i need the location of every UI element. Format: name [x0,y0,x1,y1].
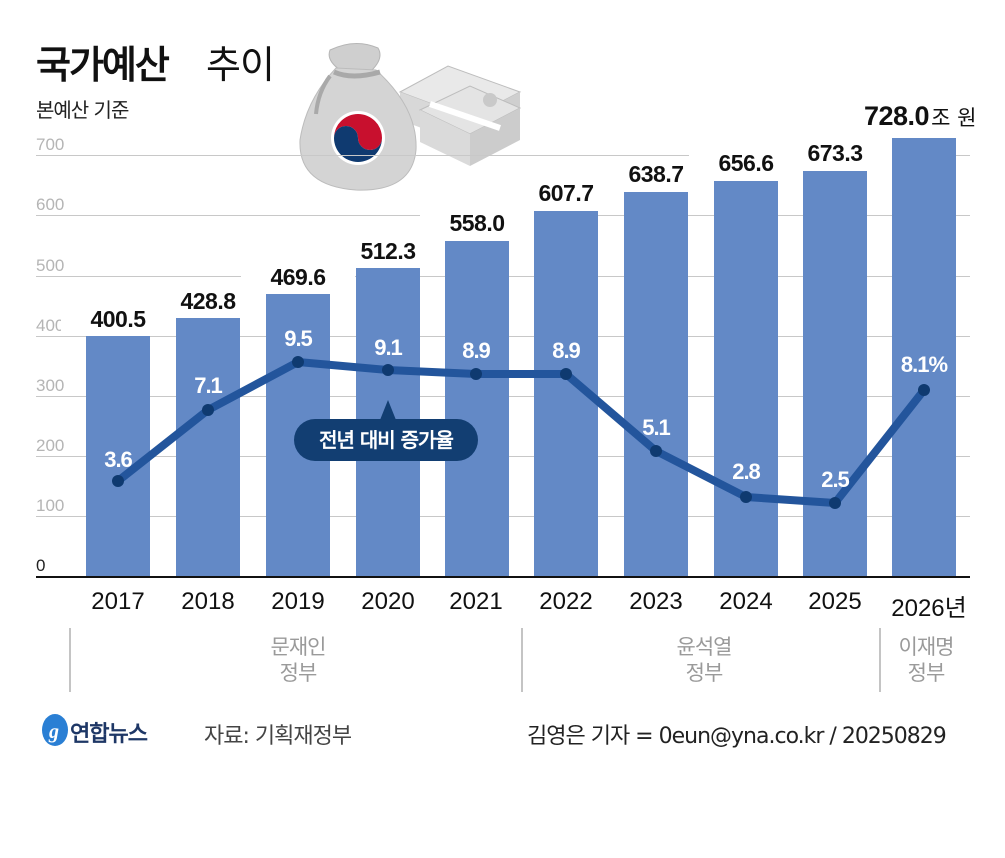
year-label-2024: 2024 [719,588,773,615]
year-label-2018: 2018 [181,588,235,615]
bar-2025 [803,171,867,577]
source-text: 자료: 기획재정부 [204,724,352,749]
year-label-2019: 2019 [271,588,325,615]
chart-subtitle: 본예산 기준 [36,98,129,122]
yonhap-logo-text: 연합뉴스 [70,722,148,747]
rate-label-2026: 8.1% [900,352,948,377]
y-tick-300: 300 [36,376,65,395]
chart-title-light: 추이 [206,43,275,87]
yonhap-logo-icon: g [42,714,68,746]
rate-label-2017: 3.6 [104,447,133,472]
y-tick-200: 200 [36,436,65,455]
money-bag-icon [299,43,417,191]
year-label-2022: 2022 [539,588,593,615]
y-tick-700: 700 [36,135,65,154]
gridline-700 [36,155,970,156]
rate-label-2018: 7.1 [194,373,223,398]
bar-value-2026-group: 728.0조 원 [862,101,976,132]
y-tick-400: 400 [36,316,65,335]
bar-value-2019: 469.6 [241,264,355,291]
rate-dot-2019 [292,356,304,368]
gov-label-moon: 문재인 정부 [238,634,358,686]
unit-label: 조 원 [931,106,977,130]
bar-value-2024: 656.6 [689,150,803,177]
rate-dot-2017 [112,475,124,487]
gov-separator [69,628,71,692]
rate-label-2020: 9.1 [374,335,403,360]
rate-dot-2023 [650,445,662,457]
gov-label-yoon: 윤석열 정부 [644,634,764,686]
callout-pointer [380,400,396,420]
rate-label-2019: 9.5 [284,326,313,351]
bar-value-2018: 428.8 [151,288,265,315]
rate-dot-2021 [470,368,482,380]
svg-text:g: g [48,721,59,743]
chart-title-bold: 국가예산 [36,43,170,87]
rate-label-2024: 2.8 [732,459,761,484]
rate-dot-2026 [918,384,930,396]
rate-label-2023: 5.1 [642,415,671,440]
bar-2017 [86,336,150,577]
y-tick-100: 100 [36,496,65,515]
rate-label-2021: 8.9 [462,338,491,363]
rate-dot-2024 [740,491,752,503]
bar-2021 [445,241,509,577]
rate-label-2025: 2.5 [821,467,850,492]
rate-dot-2025 [829,497,841,509]
bar-2018 [176,318,240,577]
growth-rate-callout: 전년 대비 증가율 [294,419,478,461]
rate-dot-2022 [560,368,572,380]
rate-label-2022: 8.9 [552,338,581,363]
bar-value-2025: 673.3 [778,140,892,167]
gov-separator [879,628,881,692]
year-label-2021: 2021 [449,588,503,615]
bar-2026 [892,138,956,577]
year-label-2017: 2017 [91,588,145,615]
year-label-2023: 2023 [629,588,683,615]
rate-dot-2018 [202,404,214,416]
gov-suffix: 정부 [279,661,318,685]
bar-2023 [624,192,688,577]
gov-name: 이재명 [898,635,955,659]
credit-text: 김영은 기자 = 0eun@yna.co.kr / 20250829 [527,724,947,749]
bar-value-2020: 512.3 [331,238,445,265]
gov-suffix: 정부 [685,661,724,685]
y-tick-500: 500 [36,256,65,275]
gov-separator [521,628,523,692]
gov-name: 문재인 [270,635,327,659]
bar-2024 [714,181,778,577]
y-tick-600: 600 [36,195,65,214]
cash-stack-icon [398,65,522,166]
bar-value-2026: 728.0 [864,101,930,131]
gov-suffix: 정부 [907,661,946,685]
year-label-2026: 2026년 [891,595,967,622]
year-label-2020: 2020 [361,588,415,615]
rate-dot-2020 [382,364,394,376]
gov-label-lee: 이재명 정부 [866,634,986,686]
gov-name: 윤석열 [676,635,733,659]
bar-value-2021: 558.0 [420,210,534,237]
year-label-2025: 2025 [808,588,862,615]
y-tick-0: 0 [36,556,46,575]
x-axis-line [36,576,970,578]
